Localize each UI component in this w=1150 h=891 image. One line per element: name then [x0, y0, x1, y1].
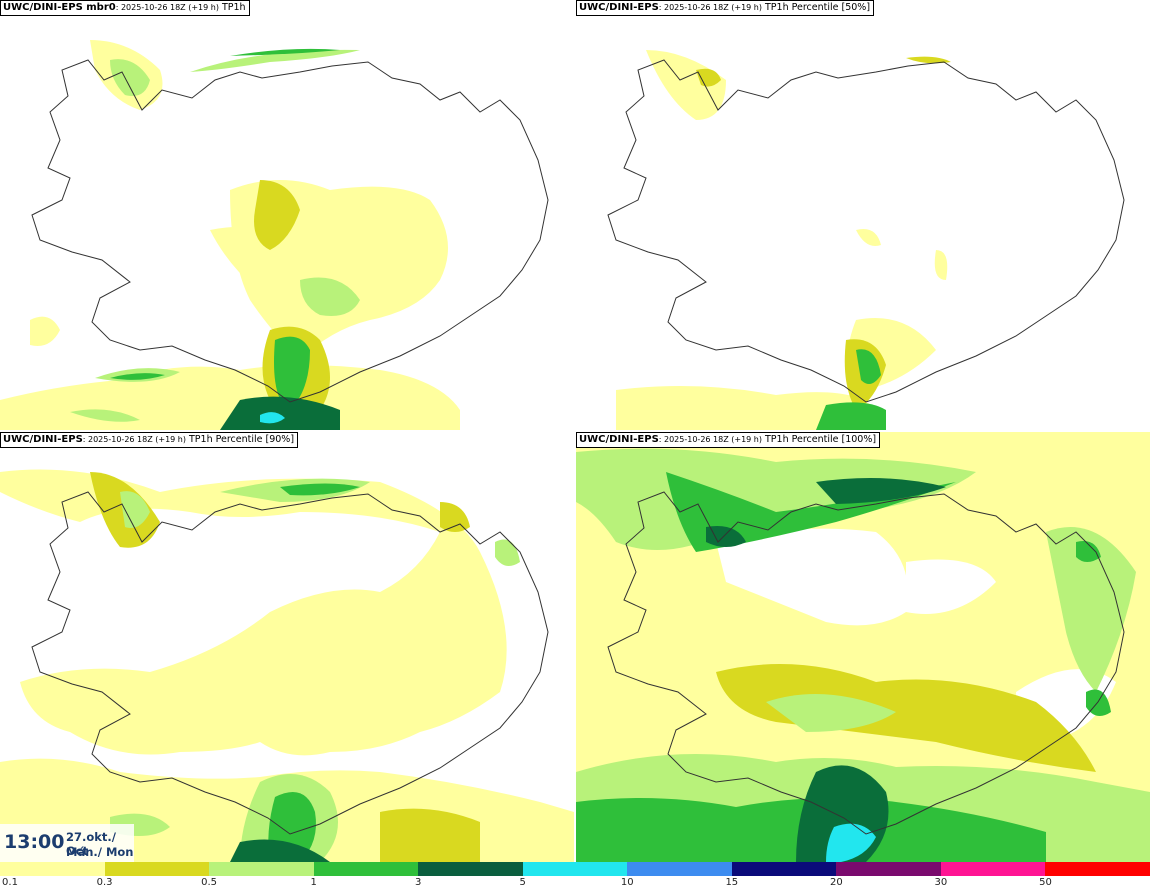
- legend-swatch: [940, 862, 1046, 876]
- legend-swatch: [1045, 862, 1150, 876]
- legend-swatch: [627, 862, 732, 876]
- legend-swatch: [418, 862, 523, 876]
- valid-time: 13:00: [4, 831, 65, 853]
- run-time: : 2025-10-26 18Z (+19 h): [82, 435, 186, 444]
- legend-swatch: [209, 862, 314, 876]
- run-time: : 2025-10-26 18Z (+19 h): [115, 3, 219, 12]
- legend-colorbar: [0, 862, 1150, 876]
- run-time: : 2025-10-26 18Z (+19 h): [658, 3, 762, 12]
- legend-swatch: [313, 862, 419, 876]
- model-name: UWC/DINI-EPS: [3, 434, 83, 445]
- legend-label: 0.1: [2, 877, 18, 888]
- valid-weekday: Mán./ Mon: [66, 845, 134, 859]
- legend-swatch: [522, 862, 628, 876]
- valid-date: 27.okt./ Oct: [66, 830, 116, 858]
- precip-legend: 0.1 0.3 0.5 1 3 5 10 15 20 30 50: [0, 862, 1150, 891]
- precip-field: [0, 40, 460, 430]
- map-panel-percentile-50: UWC/DINI-EPS: 2025-10-26 18Z (+19 h) TP1…: [576, 0, 1150, 430]
- legend-label: 3: [414, 877, 422, 888]
- precip-map-2: [607, 50, 1125, 430]
- legend-label: 0.3: [96, 877, 113, 888]
- precip-map-1: [0, 40, 549, 430]
- param-name: TP1h: [218, 2, 246, 13]
- legend-label: 0.5: [201, 877, 218, 888]
- panel-title-1: UWC/DINI-EPS mbr0: 2025-10-26 18Z (+19 h…: [0, 0, 250, 16]
- panel-divider-horizontal: [0, 430, 1150, 432]
- map-panel-percentile-90: UWC/DINI-EPS: 2025-10-26 18Z (+19 h) TP1…: [0, 432, 574, 862]
- legend-label: 20: [829, 877, 843, 888]
- legend-label: 30: [934, 877, 948, 888]
- run-time: : 2025-10-26 18Z (+19 h): [658, 435, 762, 444]
- param-name: TP1h Percentile [50%]: [761, 2, 871, 13]
- precip-map-4: [576, 432, 1150, 862]
- legend-label: 10: [620, 877, 634, 888]
- model-name: UWC/DINI-EPS: [3, 2, 83, 13]
- valid-time-box: 13:00 27.okt./ Oct Mán./ Mon: [0, 824, 134, 862]
- legend-swatch: [731, 862, 837, 876]
- panel-title-2: UWC/DINI-EPS: 2025-10-26 18Z (+19 h) TP1…: [576, 0, 875, 16]
- legend-swatch: [0, 862, 105, 876]
- panel-title-4: UWC/DINI-EPS: 2025-10-26 18Z (+19 h) TP1…: [576, 432, 881, 448]
- legend-label: 15: [725, 877, 739, 888]
- precip-field: [576, 432, 1150, 862]
- legend-label: 5: [519, 877, 526, 888]
- precip-field: [0, 469, 574, 862]
- member-name: mbr0: [82, 2, 116, 13]
- legend-swatch: [836, 862, 941, 876]
- param-name: TP1h Percentile [100%]: [761, 434, 877, 445]
- precip-field: [616, 50, 951, 430]
- model-name: UWC/DINI-EPS: [579, 2, 659, 13]
- map-panel-percentile-100: UWC/DINI-EPS: 2025-10-26 18Z (+19 h) TP1…: [576, 432, 1150, 862]
- param-name: TP1h Percentile [90%]: [185, 434, 295, 445]
- legend-label: 1: [310, 877, 317, 888]
- model-name: UWC/DINI-EPS: [579, 434, 659, 445]
- legend-swatch: [104, 862, 210, 876]
- map-panel-member-0: UWC/DINI-EPS mbr0: 2025-10-26 18Z (+19 h…: [0, 0, 574, 430]
- panel-title-3: UWC/DINI-EPS: 2025-10-26 18Z (+19 h) TP1…: [0, 432, 299, 448]
- legend-label: 50: [1039, 877, 1052, 888]
- precip-map-3: [0, 469, 574, 862]
